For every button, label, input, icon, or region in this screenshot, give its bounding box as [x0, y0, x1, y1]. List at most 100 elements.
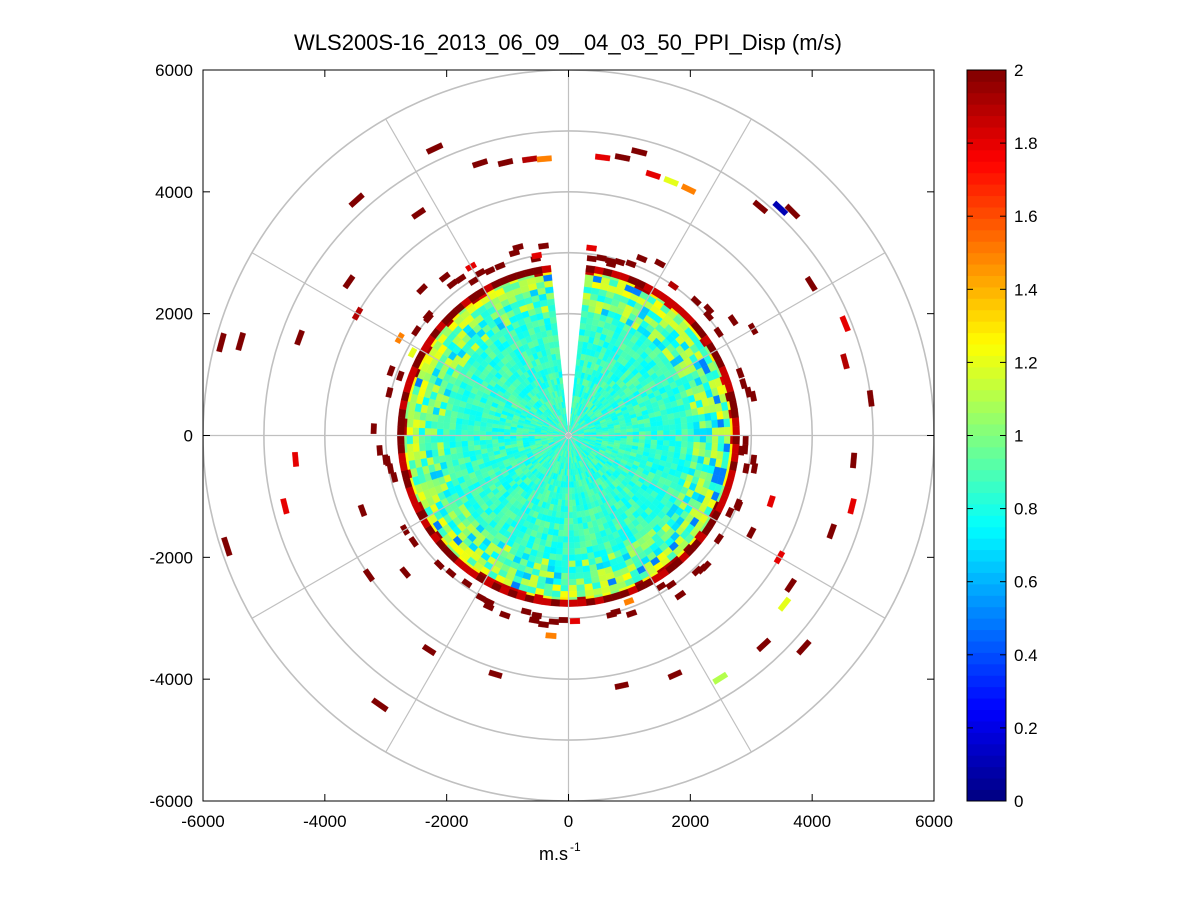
velocity-cell [674, 423, 682, 431]
velocity-cell [576, 584, 585, 592]
velocity-cell [582, 292, 592, 300]
velocity-cell [473, 430, 480, 436]
velocity-cell [625, 609, 638, 618]
colorbar-band [967, 446, 1006, 459]
colorbar-tick-label: 0 [1014, 792, 1023, 811]
velocity-cell [397, 443, 406, 454]
colorbar-band [967, 401, 1006, 414]
colorbar-band [967, 526, 1006, 539]
velocity-cell [733, 498, 743, 510]
velocity-cell [692, 448, 700, 457]
velocity-cell [437, 448, 445, 457]
velocity-cell [644, 422, 652, 428]
colorbar-band [967, 732, 1006, 745]
velocity-cell [488, 669, 503, 679]
velocity-cell [656, 425, 664, 431]
velocity-cell [430, 428, 438, 436]
velocity-cell [667, 669, 683, 681]
velocity-cell [552, 578, 562, 586]
velocity-cell [461, 445, 469, 453]
velocity-cell [572, 505, 577, 513]
velocity-cell [449, 422, 456, 430]
velocity-cell [663, 435, 670, 441]
velocity-cell [436, 421, 444, 430]
velocity-cell [461, 578, 473, 589]
colorbar-tick-label: 0.8 [1014, 500, 1038, 519]
velocity-cell [443, 441, 450, 449]
velocity-cell [543, 317, 551, 325]
velocity-cell [698, 413, 706, 422]
velocity-cell [668, 440, 676, 447]
colorbar-band [967, 309, 1006, 322]
velocity-cell [574, 554, 582, 561]
velocity-cell [485, 431, 493, 436]
colorbar-band [967, 481, 1006, 494]
velocity-cell [450, 453, 458, 461]
velocity-cell [442, 428, 450, 436]
colorbar-band [967, 195, 1006, 208]
velocity-cell [645, 169, 662, 180]
velocity-cell [485, 443, 493, 449]
velocity-cell [614, 429, 621, 434]
velocity-cell [442, 435, 450, 443]
velocity-cell [580, 547, 588, 555]
colorbar-band [967, 504, 1006, 516]
velocity-cell [625, 259, 637, 269]
y-axis-ticks: 6000 4000 2000 0 -2000 -4000 -6000 [150, 61, 934, 811]
velocity-cell [657, 435, 664, 441]
velocity-cell [594, 153, 611, 162]
velocity-cell [644, 435, 652, 440]
velocity-cell [681, 441, 688, 449]
velocity-cell [784, 577, 798, 593]
velocity-cell [445, 567, 457, 579]
y-tick-label: 0 [184, 427, 193, 446]
colorbar-band [967, 698, 1006, 711]
velocity-cell [557, 535, 564, 543]
velocity-cell [614, 257, 626, 267]
velocity-cell [443, 422, 450, 430]
velocity-cell [562, 542, 569, 549]
velocity-cell [693, 421, 701, 430]
colorbar-band [967, 127, 1006, 139]
velocity-cell [568, 524, 574, 531]
velocity-cell [545, 571, 555, 579]
colorbar-band [967, 184, 1006, 197]
velocity-cell [826, 523, 837, 540]
velocity-cell [438, 271, 451, 283]
velocity-cell [531, 251, 543, 260]
velocity-cell [579, 322, 587, 330]
velocity-cell [704, 449, 712, 459]
velocity-cell [686, 447, 694, 456]
velocity-cell [705, 420, 713, 429]
colorbar-band [967, 218, 1006, 231]
velocity-cell [582, 565, 591, 573]
velocity-cell [521, 155, 538, 164]
velocity-cell [732, 426, 740, 436]
velocity-cell [693, 441, 701, 450]
velocity-cell [568, 518, 574, 525]
velocity-cell [746, 526, 757, 540]
colorbar-band [967, 344, 1006, 356]
velocity-cell [717, 443, 725, 452]
velocity-cell [644, 431, 652, 436]
velocity-cell [570, 481, 575, 488]
velocity-cell [724, 426, 731, 436]
colorbar-band [967, 583, 1006, 596]
colorbar-band [967, 378, 1006, 391]
colorbar-band [967, 538, 1006, 551]
velocity-cell [756, 637, 772, 653]
velocity-cell [553, 572, 562, 580]
velocity-cell [847, 498, 857, 515]
velocity-cell [563, 530, 569, 537]
velocity-cell [292, 451, 300, 467]
velocity-cell [568, 548, 575, 556]
velocity-cell [396, 370, 405, 382]
azimuth-spoke [251, 252, 569, 437]
velocity-cell [546, 298, 555, 306]
velocity-cell [473, 444, 481, 451]
velocity-cell [749, 390, 758, 402]
velocity-cell [674, 417, 682, 425]
velocity-cell [693, 435, 701, 443]
velocity-cell [554, 346, 560, 354]
colorbar-band [967, 778, 1006, 790]
